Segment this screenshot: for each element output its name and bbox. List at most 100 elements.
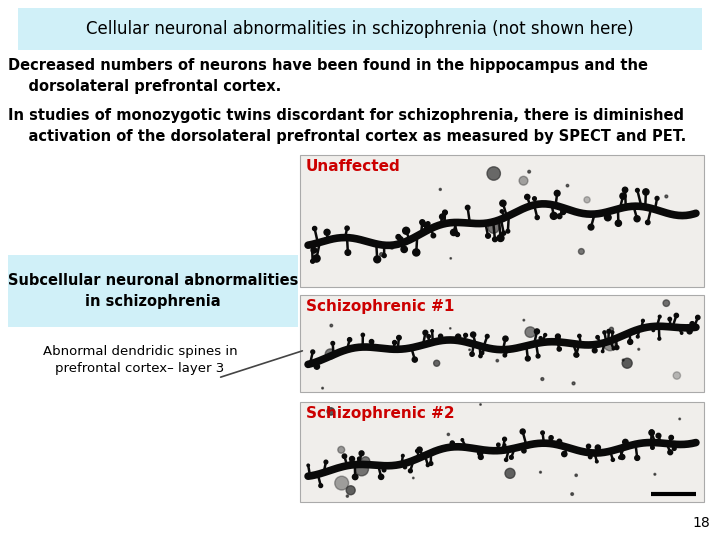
Circle shape bbox=[562, 451, 567, 457]
Circle shape bbox=[634, 216, 640, 222]
Circle shape bbox=[536, 354, 540, 358]
Circle shape bbox=[587, 444, 590, 448]
Circle shape bbox=[566, 184, 569, 187]
Circle shape bbox=[338, 447, 345, 453]
Circle shape bbox=[313, 255, 320, 262]
Circle shape bbox=[510, 456, 513, 460]
Circle shape bbox=[609, 327, 613, 331]
Circle shape bbox=[557, 439, 562, 444]
Circle shape bbox=[358, 457, 361, 460]
Circle shape bbox=[439, 188, 441, 191]
Circle shape bbox=[503, 354, 507, 357]
Circle shape bbox=[672, 447, 676, 450]
Circle shape bbox=[658, 338, 661, 340]
Text: In studies of monozygotic twins discordant for schizophrenia, there is diminishe: In studies of monozygotic twins discorda… bbox=[8, 108, 686, 144]
Circle shape bbox=[348, 338, 351, 342]
Circle shape bbox=[696, 315, 700, 320]
Circle shape bbox=[577, 334, 581, 338]
Circle shape bbox=[492, 237, 498, 241]
Circle shape bbox=[595, 460, 598, 463]
Circle shape bbox=[314, 364, 320, 369]
Circle shape bbox=[485, 334, 489, 338]
Circle shape bbox=[426, 222, 430, 226]
Circle shape bbox=[505, 458, 508, 461]
Circle shape bbox=[519, 176, 528, 185]
Circle shape bbox=[488, 222, 499, 233]
Circle shape bbox=[429, 462, 433, 465]
Text: Abnormal dendridic spines in
prefrontal cortex– layer 3: Abnormal dendridic spines in prefrontal … bbox=[42, 345, 238, 375]
Text: Schizophrenic #1: Schizophrenic #1 bbox=[306, 299, 454, 314]
Circle shape bbox=[331, 341, 335, 345]
Circle shape bbox=[455, 232, 459, 237]
Text: Decreased numbers of neurons have been found in the hippocampus and the
    dors: Decreased numbers of neurons have been f… bbox=[8, 58, 648, 94]
Circle shape bbox=[649, 430, 654, 434]
Circle shape bbox=[496, 360, 498, 362]
Circle shape bbox=[497, 443, 500, 447]
Circle shape bbox=[346, 486, 355, 495]
Circle shape bbox=[471, 332, 476, 337]
Circle shape bbox=[603, 331, 606, 334]
Circle shape bbox=[396, 234, 401, 239]
Circle shape bbox=[478, 455, 483, 460]
Circle shape bbox=[352, 474, 358, 480]
Circle shape bbox=[503, 336, 508, 341]
Circle shape bbox=[673, 372, 680, 379]
Circle shape bbox=[359, 451, 364, 456]
Circle shape bbox=[622, 359, 624, 361]
Circle shape bbox=[605, 214, 611, 221]
Circle shape bbox=[397, 335, 401, 340]
Circle shape bbox=[604, 339, 616, 351]
Circle shape bbox=[575, 354, 579, 357]
Circle shape bbox=[655, 197, 659, 200]
Circle shape bbox=[575, 474, 577, 476]
Circle shape bbox=[503, 437, 506, 441]
Circle shape bbox=[649, 430, 654, 435]
Circle shape bbox=[413, 477, 414, 479]
Circle shape bbox=[431, 233, 436, 238]
Circle shape bbox=[469, 349, 470, 350]
Circle shape bbox=[486, 233, 490, 238]
Circle shape bbox=[324, 230, 330, 235]
Circle shape bbox=[654, 474, 656, 475]
Text: Cellular neuronal abnormalities in schizophrenia (not shown here): Cellular neuronal abnormalities in schiz… bbox=[86, 20, 634, 38]
Circle shape bbox=[349, 456, 354, 462]
Text: Unaffected: Unaffected bbox=[306, 159, 401, 174]
Circle shape bbox=[470, 352, 474, 356]
Circle shape bbox=[680, 332, 683, 334]
Circle shape bbox=[620, 454, 625, 460]
Circle shape bbox=[690, 322, 694, 326]
Circle shape bbox=[628, 339, 633, 345]
Circle shape bbox=[335, 476, 348, 490]
Circle shape bbox=[520, 429, 525, 434]
Circle shape bbox=[461, 438, 464, 441]
Circle shape bbox=[450, 441, 454, 445]
Circle shape bbox=[541, 377, 544, 381]
Text: Schizophrenic #2: Schizophrenic #2 bbox=[306, 406, 454, 421]
Circle shape bbox=[319, 484, 323, 488]
Circle shape bbox=[674, 313, 678, 318]
Circle shape bbox=[390, 246, 393, 249]
Circle shape bbox=[398, 237, 403, 242]
Circle shape bbox=[561, 210, 566, 214]
Circle shape bbox=[584, 197, 590, 203]
Circle shape bbox=[622, 358, 632, 368]
Circle shape bbox=[322, 387, 323, 389]
Circle shape bbox=[382, 254, 386, 258]
Circle shape bbox=[307, 464, 310, 467]
Circle shape bbox=[669, 435, 673, 440]
Circle shape bbox=[550, 212, 557, 219]
Circle shape bbox=[379, 253, 383, 256]
Circle shape bbox=[465, 205, 470, 210]
Circle shape bbox=[421, 222, 426, 226]
Circle shape bbox=[623, 440, 628, 445]
Circle shape bbox=[417, 447, 422, 453]
Circle shape bbox=[578, 248, 584, 254]
Circle shape bbox=[642, 319, 644, 322]
Circle shape bbox=[588, 455, 592, 458]
Text: Subcellular neuronal abnormalities
in schizophrenia: Subcellular neuronal abnormalities in sc… bbox=[8, 273, 298, 309]
Circle shape bbox=[423, 330, 428, 335]
Circle shape bbox=[450, 328, 451, 329]
Circle shape bbox=[402, 227, 410, 234]
Circle shape bbox=[311, 247, 317, 253]
FancyBboxPatch shape bbox=[300, 402, 704, 502]
